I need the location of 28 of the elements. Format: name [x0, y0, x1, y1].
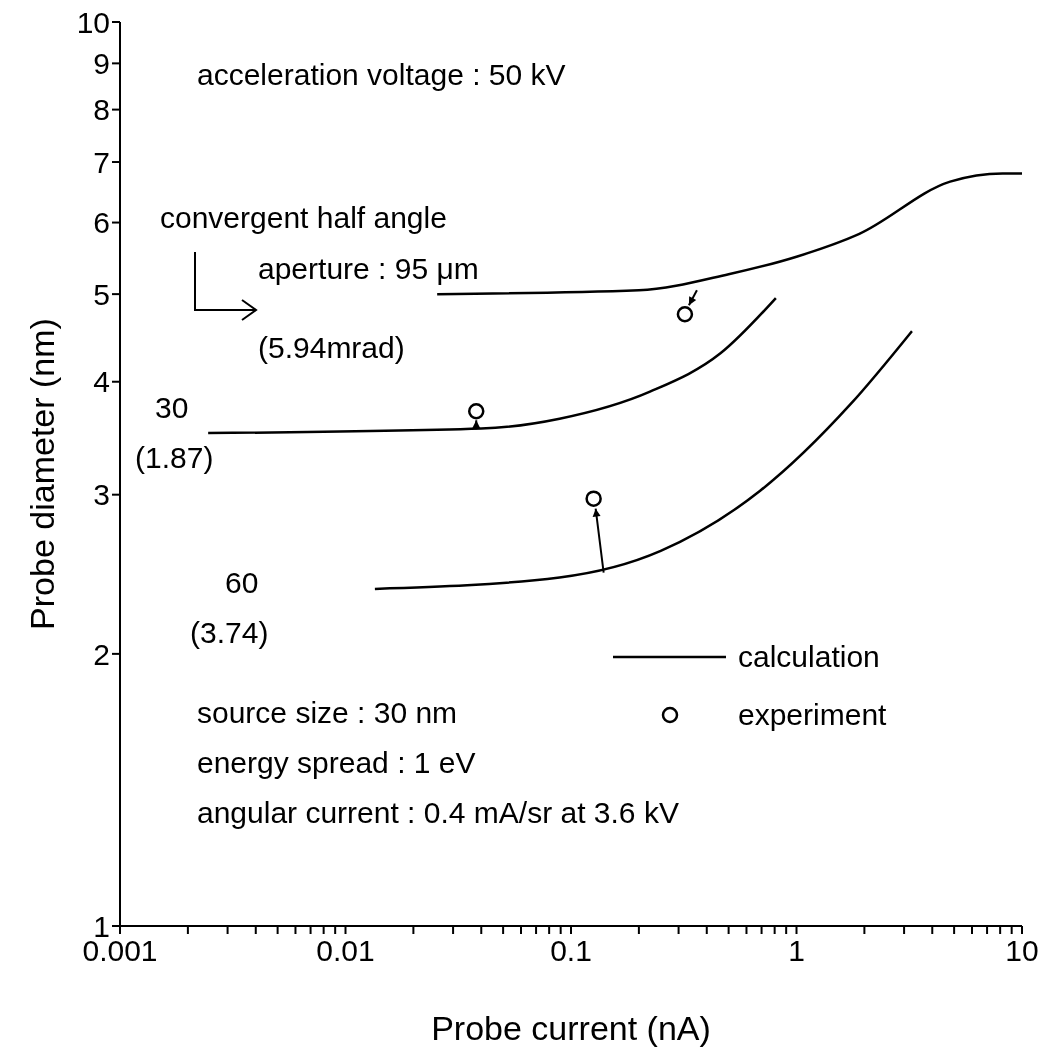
annotation: (1.87) [135, 441, 214, 475]
y-tick-label: 3 [93, 478, 110, 512]
y-tick-label: 7 [93, 145, 110, 179]
annotation: acceleration voltage : 50 kV [197, 58, 566, 92]
y-tick-label: 10 [76, 5, 110, 39]
annotation: aperture : 95 μm [258, 252, 479, 286]
y-tick-label: 9 [93, 47, 110, 81]
annotation: 30 [155, 391, 189, 425]
y-tick-label: 8 [93, 93, 110, 127]
y-tick-label: 4 [93, 365, 110, 399]
annotation: source size : 30 nm [197, 696, 458, 730]
legend-label: experiment [738, 698, 887, 732]
annotation: 60 [225, 566, 259, 600]
x-tick-label: 1 [788, 934, 805, 968]
annotation: energy spread : 1 eV [197, 746, 476, 780]
y-tick-label: 2 [93, 637, 110, 671]
annotation: angular current : 0.4 mA/sr at 3.6 kV [197, 796, 679, 830]
x-axis-title: Probe current (nA) [431, 1009, 711, 1047]
x-tick-label: 0.1 [550, 934, 592, 968]
annotation: (5.94mrad) [258, 331, 405, 365]
annotation: convergent half angle [160, 201, 447, 235]
x-tick-label: 0.01 [316, 934, 375, 968]
x-tick-label: 10 [1005, 934, 1039, 968]
y-tick-label: 6 [93, 206, 110, 240]
annotation: (3.74) [190, 616, 269, 650]
y-tick-label: 5 [93, 277, 110, 311]
y-axis-title: Probe diameter (nm) [23, 318, 62, 630]
legend-label: calculation [738, 640, 880, 674]
